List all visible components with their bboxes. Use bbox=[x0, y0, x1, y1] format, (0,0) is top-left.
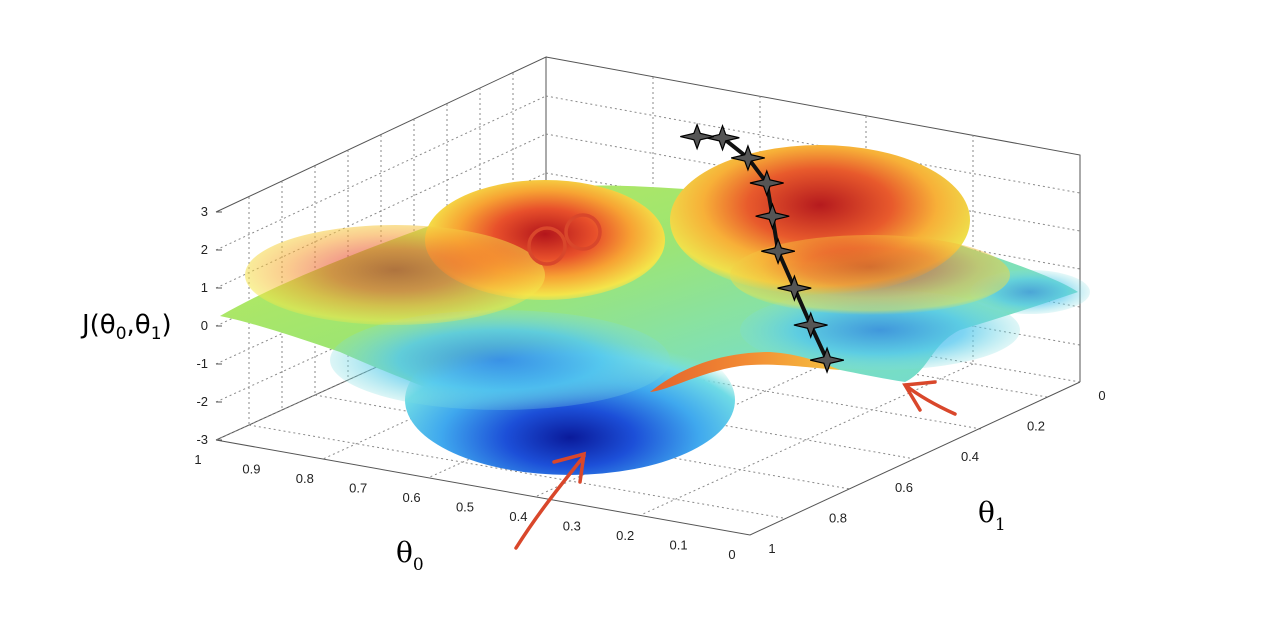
start-circle-2 bbox=[564, 213, 602, 251]
theta1-tick-label: 0.6 bbox=[895, 480, 913, 495]
descent-step-marker bbox=[731, 144, 765, 172]
local-minimum-arrow bbox=[902, 380, 957, 416]
theta0-axis-title: θ0 bbox=[396, 536, 424, 575]
descent-step-marker bbox=[793, 311, 828, 339]
cost-surface bbox=[220, 145, 1090, 475]
theta0-tick-label: 0.7 bbox=[349, 481, 367, 496]
descent-step-marker bbox=[810, 346, 844, 374]
theta1-tick-label: 0 bbox=[1098, 388, 1105, 403]
theta0-tick-label: 0.3 bbox=[563, 519, 581, 534]
theta0-tick-label: 0.4 bbox=[509, 509, 527, 524]
theta0-tick-label: 1 bbox=[194, 452, 201, 467]
z-tick-label: -2 bbox=[196, 394, 208, 409]
z-tick-label: -3 bbox=[196, 432, 208, 447]
z-tick-label: 2 bbox=[201, 242, 208, 257]
z-tick-label: 3 bbox=[201, 204, 208, 219]
theta1-tick-label: 0.2 bbox=[1027, 419, 1045, 434]
z-axis-title: J(θ0,θ1) bbox=[80, 310, 172, 344]
theta0-tick-label: 0 bbox=[728, 547, 735, 562]
z-tick-label: 1 bbox=[201, 280, 208, 295]
theta0-tick-label: 0.9 bbox=[242, 462, 260, 477]
descent-step-marker bbox=[761, 237, 796, 265]
theta1-tick-label: 0.4 bbox=[961, 449, 979, 464]
z-tick-labels: 3 2 1 0 -1 -2 -3 bbox=[196, 204, 222, 447]
alt-start-marker bbox=[680, 122, 715, 151]
z-tick-label: 0 bbox=[201, 318, 208, 333]
descent-step-marker bbox=[749, 169, 784, 197]
theta0-tick-label: 0.1 bbox=[670, 538, 688, 553]
theta0-tick-label: 0.6 bbox=[403, 490, 421, 505]
start-circle-1 bbox=[527, 226, 567, 266]
descent-step-marker bbox=[777, 274, 812, 302]
descent-step-marker bbox=[705, 123, 740, 152]
descent-step-marker bbox=[755, 202, 790, 230]
theta1-axis-title: θ1 bbox=[978, 496, 1006, 535]
global-minimum-arrow bbox=[514, 451, 587, 550]
z-tick-label: -1 bbox=[196, 356, 208, 371]
theta0-tick-labels: 1 0.9 0.8 0.7 0.6 0.5 0.4 0.3 0.2 0.1 0 bbox=[194, 452, 735, 562]
theta0-tick-label: 0.5 bbox=[456, 500, 474, 515]
theta0-tick-label: 0.2 bbox=[616, 528, 634, 543]
theta1-tick-label: 0.8 bbox=[829, 510, 847, 525]
annotations bbox=[514, 213, 957, 550]
theta1-tick-labels: 0 0.2 0.4 0.6 0.8 1 bbox=[768, 388, 1105, 556]
gradient-descent-path bbox=[680, 122, 844, 374]
theta1-tick-label: 1 bbox=[768, 541, 775, 556]
theta0-tick-label: 0.8 bbox=[296, 471, 314, 486]
